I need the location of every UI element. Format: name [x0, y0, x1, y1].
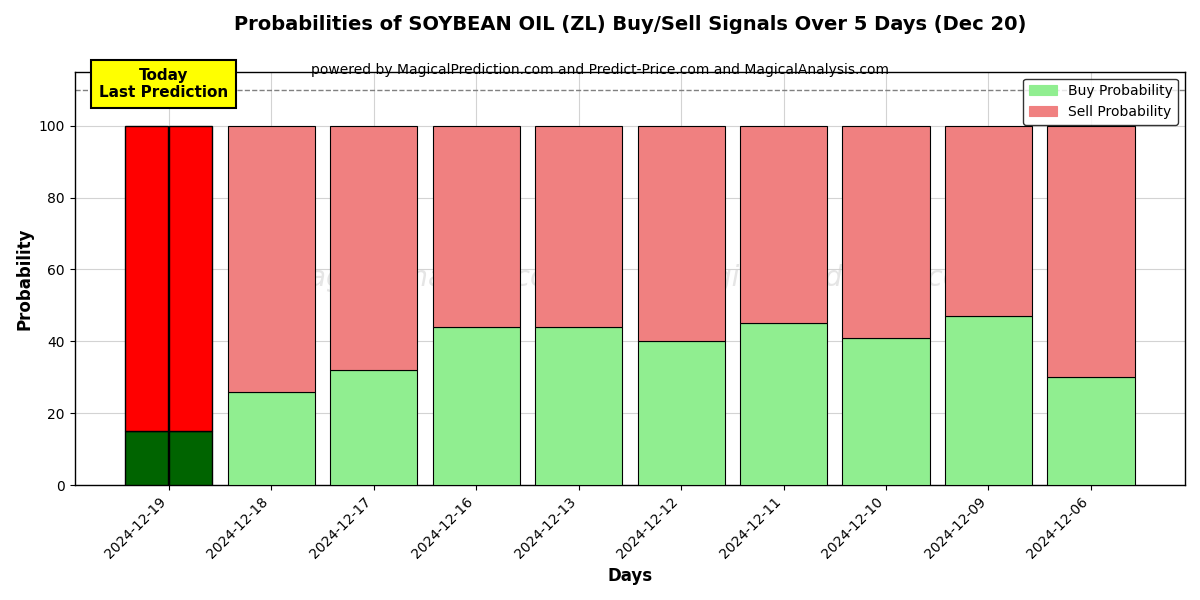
Bar: [1048, 377, 1134, 485]
Text: MagicalAnalysis.com: MagicalAnalysis.com: [286, 265, 575, 292]
Bar: [944, 125, 1032, 316]
X-axis label: Days: Days: [607, 567, 653, 585]
Bar: [330, 370, 418, 485]
Bar: [228, 392, 314, 485]
Bar: [125, 431, 168, 485]
Bar: [842, 338, 930, 485]
Bar: [842, 125, 930, 338]
Bar: [637, 341, 725, 485]
Bar: [740, 125, 827, 323]
Bar: [169, 431, 212, 485]
Bar: [740, 323, 827, 485]
Bar: [432, 125, 520, 327]
Bar: [944, 316, 1032, 485]
Bar: [535, 327, 622, 485]
Y-axis label: Probability: Probability: [16, 227, 34, 329]
Title: Probabilities of SOYBEAN OIL (ZL) Buy/Sell Signals Over 5 Days (Dec 20): Probabilities of SOYBEAN OIL (ZL) Buy/Se…: [234, 15, 1026, 34]
Bar: [1048, 125, 1134, 377]
Text: powered by MagicalPrediction.com and Predict-Price.com and MagicalAnalysis.com: powered by MagicalPrediction.com and Pre…: [311, 63, 889, 77]
Bar: [169, 125, 212, 431]
Text: Today
Last Prediction: Today Last Prediction: [98, 68, 228, 100]
Legend: Buy Probability, Sell Probability: Buy Probability, Sell Probability: [1024, 79, 1178, 125]
Bar: [330, 125, 418, 370]
Bar: [228, 125, 314, 392]
Text: MagicalPrediction.com: MagicalPrediction.com: [673, 265, 986, 292]
Bar: [535, 125, 622, 327]
Bar: [637, 125, 725, 341]
Bar: [125, 125, 168, 431]
Bar: [432, 327, 520, 485]
